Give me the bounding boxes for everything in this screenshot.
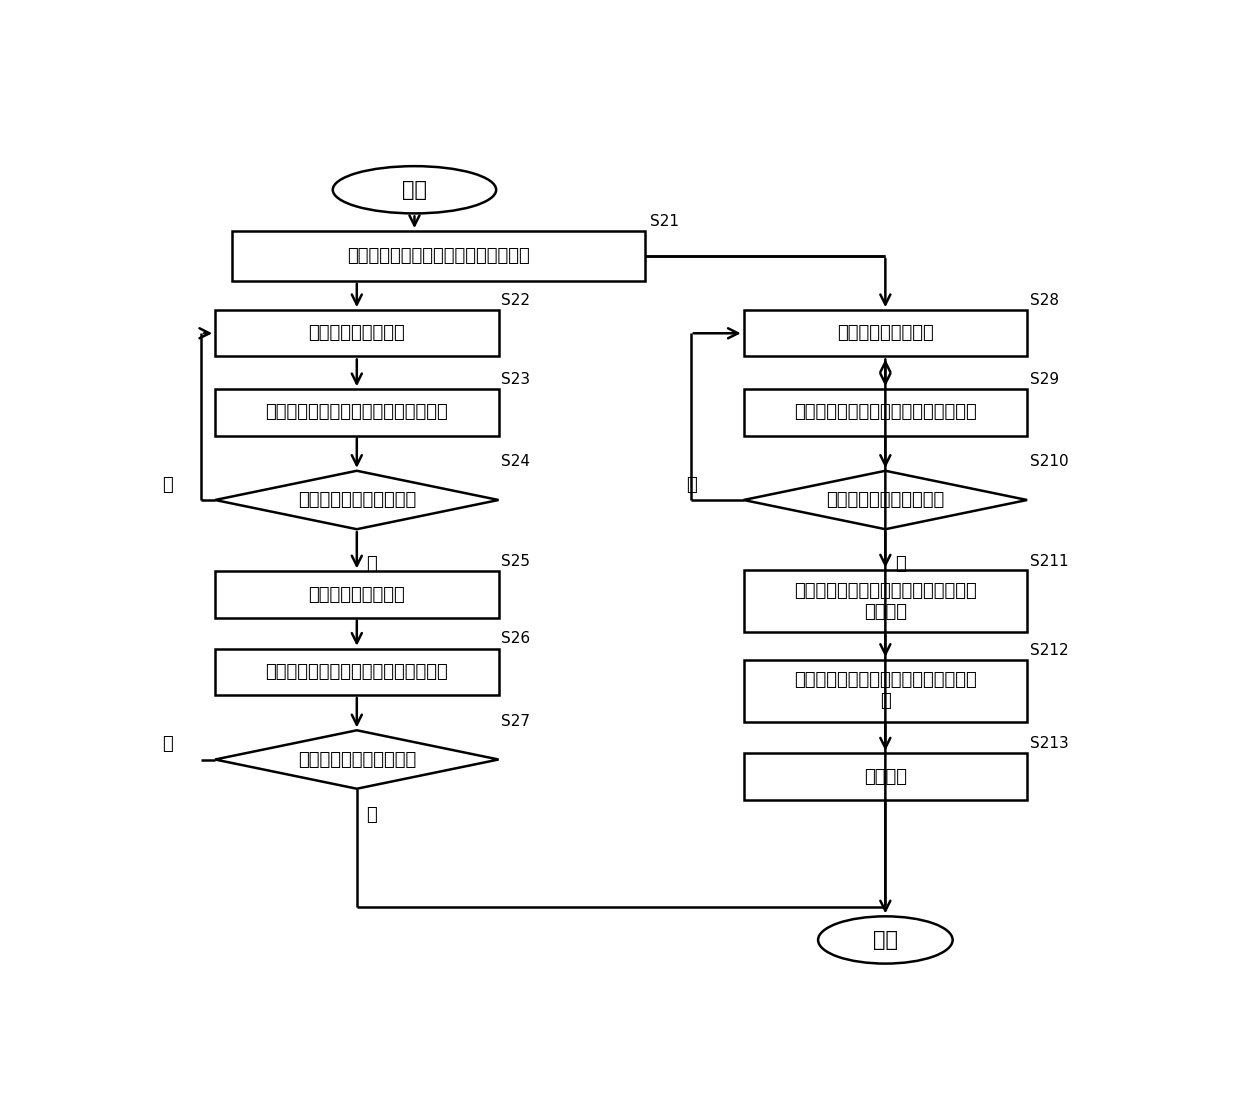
FancyBboxPatch shape [215,389,498,435]
Text: S22: S22 [501,292,529,308]
FancyBboxPatch shape [215,571,498,618]
FancyBboxPatch shape [744,310,1027,356]
FancyBboxPatch shape [215,310,498,356]
Text: S210: S210 [1029,454,1068,469]
Text: 否: 否 [162,475,172,493]
Text: 结束: 结束 [873,930,898,950]
Text: S23: S23 [501,372,529,386]
Ellipse shape [332,166,496,213]
Text: 逐渐增大扫频的频率: 逐渐增大扫频的频率 [837,325,934,343]
Text: 否: 否 [686,475,697,493]
Text: S21: S21 [650,214,680,229]
FancyBboxPatch shape [744,570,1027,633]
Text: 对激励信号输出回路的电流值进行采样: 对激励信号输出回路的电流值进行采样 [265,403,448,422]
Text: S27: S27 [501,713,529,729]
Text: S29: S29 [1029,372,1059,386]
Text: 是: 是 [367,555,377,573]
Text: S24: S24 [501,454,529,469]
Text: 判断电流是否有上升趋势: 判断电流是否有上升趋势 [298,491,415,509]
Text: S212: S212 [1029,643,1068,658]
Polygon shape [744,471,1027,529]
Text: 将第二频率值作为超声换能器的工作频
率: 将第二频率值作为超声换能器的工作频 率 [794,672,977,710]
Text: 是: 是 [895,555,905,573]
Text: 逐渐增大扫频的频率: 逐渐增大扫频的频率 [309,586,405,604]
Ellipse shape [818,916,952,963]
Text: S211: S211 [1029,554,1068,569]
Text: 开始: 开始 [402,180,427,200]
Text: S28: S28 [1029,292,1059,308]
Text: 否: 否 [162,735,172,753]
Text: 判断电流是否有上升趋势: 判断电流是否有上升趋势 [826,491,945,509]
Text: 停止扫频: 停止扫频 [864,768,906,786]
Text: 逐渐增大扫频的频率: 逐渐增大扫频的频率 [309,325,405,343]
Text: 判断电流是否有下降趋势: 判断电流是否有下降趋势 [298,750,415,769]
Text: S213: S213 [1029,735,1069,751]
FancyBboxPatch shape [232,231,645,281]
Text: 对激励信号输出回路的电流值进行采样: 对激励信号输出回路的电流值进行采样 [794,403,977,422]
Text: 对激励信号输出回路的电流值进行采样: 对激励信号输出回路的电流值进行采样 [265,663,448,681]
FancyBboxPatch shape [744,389,1027,435]
Text: 根据预设频宽和第一频率值计算得到第
二频率值: 根据预设频宽和第一频率值计算得到第 二频率值 [794,581,977,620]
Polygon shape [215,730,498,789]
Text: 是: 是 [367,806,377,824]
Text: 确定扫频的范围，并从低频点开始扫频: 确定扫频的范围，并从低频点开始扫频 [347,247,529,264]
Text: S26: S26 [501,631,529,646]
FancyBboxPatch shape [744,753,1027,800]
Polygon shape [215,471,498,529]
Text: S25: S25 [501,554,529,569]
FancyBboxPatch shape [744,660,1027,722]
FancyBboxPatch shape [215,648,498,695]
